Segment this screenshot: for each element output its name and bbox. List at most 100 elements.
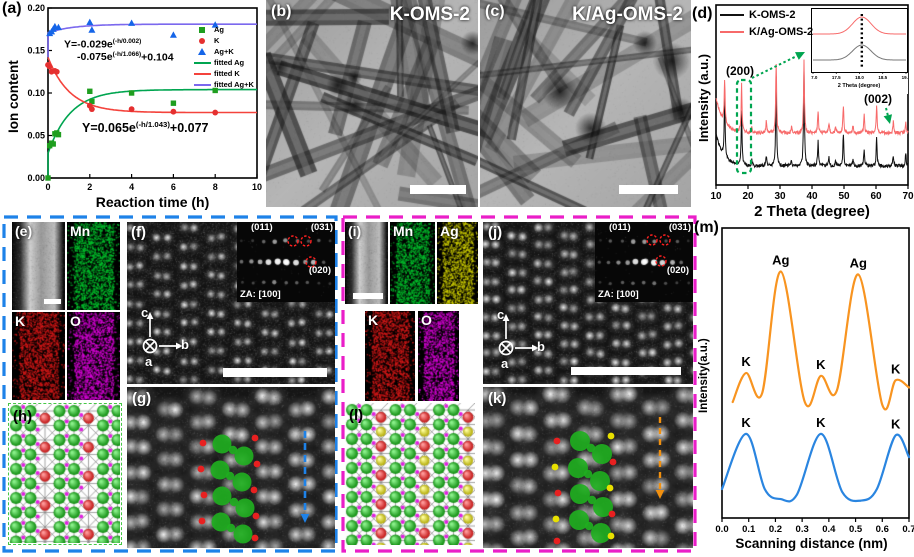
i-k-label: K	[368, 312, 379, 328]
panel-label-f: (f)	[131, 224, 146, 241]
k-atom-overlay	[551, 417, 665, 545]
svg-text:40: 40	[806, 191, 818, 202]
i-mn-eds-map	[390, 222, 435, 304]
d-y-axis-label: Intensity (a.u.)	[696, 53, 711, 142]
scale-bar	[44, 299, 61, 304]
svg-text:0.05: 0.05	[27, 131, 45, 141]
eq-sup: (-h/1.043)	[135, 120, 170, 129]
panel-label-a: (a)	[2, 0, 22, 17]
panel-label-h: (h)	[13, 408, 33, 425]
i-k-eds-map	[365, 311, 415, 401]
eq-text: Y=0.065e	[82, 121, 136, 136]
svg-text:18.0: 18.0	[855, 75, 864, 80]
panel-l-structure-model: (l)	[345, 403, 475, 545]
svg-text:0.5: 0.5	[849, 524, 863, 535]
panel-label-j: (j)	[488, 224, 503, 241]
blue-dashed-border	[2, 215, 338, 553]
svg-text:0.20: 0.20	[27, 3, 45, 13]
svg-text:6: 6	[171, 182, 176, 192]
panel-label-l: (l)	[349, 407, 364, 424]
panel-h-structure-model: (h)	[8, 403, 122, 545]
panel-label-i: (i)	[348, 223, 362, 239]
i-ag-label: Ag	[440, 223, 459, 239]
scale-bar	[619, 185, 678, 194]
xrd-inset-chart: 17.0 17.5 18.0 18.5 19.0 2 Theta (degree)	[811, 8, 908, 94]
fft-label-011: (011)	[609, 222, 631, 233]
xrd-200-annotation: (200)	[726, 64, 755, 78]
a-x-axis-label: Reaction time (h)	[95, 194, 210, 210]
svg-text:0.0: 0.0	[715, 524, 728, 535]
tem-image-k-oms2	[266, 0, 478, 207]
line-profile-chart: 0.0 0.1 0.2 0.3 0.4 0.5 0.6 0.7 K Ag K Ag K K K K	[715, 227, 914, 535]
eq-text: -0.075e	[77, 51, 113, 63]
axes-arrows-icon	[142, 312, 183, 354]
axis-a-label: a	[145, 354, 153, 369]
e-mn-eds-map	[67, 222, 120, 310]
fft-label-011: (011)	[251, 222, 273, 233]
svg-text:30: 30	[774, 191, 786, 202]
svg-text:0: 0	[45, 182, 50, 192]
svg-text:8: 8	[213, 182, 218, 192]
panel-label-b: (b)	[271, 3, 292, 20]
m-x-axis-label: Scanning distance (nm)	[735, 536, 888, 551]
svg-text:10: 10	[710, 191, 722, 202]
axis-c-label: c	[141, 305, 149, 320]
svg-text:0.4: 0.4	[822, 524, 836, 535]
svg-text:Ag: Ag	[850, 255, 867, 270]
g-stem-lattice-image	[127, 387, 335, 548]
svg-text:60: 60	[870, 191, 882, 202]
fft-label-020: (020)	[308, 265, 331, 276]
svg-text:2: 2	[87, 182, 92, 192]
e-o-eds-map	[67, 312, 120, 400]
i-mn-label: Mn	[393, 223, 414, 239]
panel-g-stem-overlay: (g)	[127, 387, 335, 548]
e-mn-label: Mn	[70, 223, 91, 239]
svg-text:K: K	[891, 416, 901, 431]
fit-equation-k: Y=0.065e(-h/1.043)+0.077	[82, 120, 209, 135]
i-ag-eds-map	[437, 222, 478, 304]
svg-text:Ag: Ag	[772, 253, 789, 268]
e-o-label: O	[70, 313, 81, 329]
e-k-eds-map	[12, 312, 65, 400]
svg-text:0.15: 0.15	[27, 46, 45, 56]
panel-label-c: (c)	[485, 3, 505, 20]
panel-m-line-profile-chart: 0.0 0.1 0.2 0.3 0.4 0.5 0.6 0.7 K Ag K Ag K K K K (m) I…	[692, 218, 914, 557]
svg-text:17.5: 17.5	[832, 75, 841, 80]
panel-k-stem-overlay: (k)	[483, 387, 693, 548]
svg-text:0.1: 0.1	[742, 524, 756, 535]
svg-text:0.7: 0.7	[902, 524, 914, 535]
panel-j-haadf-stem: (j) (011) (031) (020) ZA: [100]	[483, 222, 693, 384]
m-y-axis-label: Intensity(a.u.)	[698, 338, 710, 413]
panel-d-xrd-chart: 10 20 30 40 50 60 70 17.0 17.5 18.0 18.5 19.0 2 The…	[692, 0, 914, 228]
svg-text:K: K	[741, 415, 751, 430]
e-k-label: K	[15, 313, 26, 329]
fft-zone-axis-label: ZA: [100]	[598, 288, 639, 300]
i-o-eds-map	[418, 311, 459, 401]
panel-a-ion-content-chart: 0.00 0.05 0.10 0.15 0.20 0 2 4 6 8 10 (a) Ion cont…	[0, 0, 263, 225]
kag-oms2-stem-group: (i) Mn Ag K O (j) (011) (031) (020) ZA: …	[341, 215, 697, 553]
svg-text:18.5: 18.5	[878, 75, 887, 80]
fit-equation-agk: Y=-0.029e(-h/0.002) -0.075e(-h/1.066)+0.…	[64, 38, 174, 63]
l-atomic-model	[345, 403, 475, 545]
fft-label-031: (031)	[310, 222, 333, 233]
svg-text:70: 70	[902, 191, 914, 202]
d-legend-item: K-OMS-2	[720, 6, 813, 23]
a-legend-item: fitted Ag	[193, 57, 254, 68]
scale-bar	[223, 368, 327, 377]
svg-text:50: 50	[838, 191, 850, 202]
svg-text:0.3: 0.3	[796, 524, 809, 535]
panel-c-tem-kag-oms2: (c) K/Ag-OMS-2	[480, 0, 691, 207]
scale-bar	[410, 185, 466, 194]
i-haadf-rod-image	[345, 222, 388, 304]
a-legend-item: fitted Ag+K	[193, 79, 254, 90]
a-legend-item: K	[193, 35, 254, 46]
svg-text:0.2: 0.2	[769, 524, 782, 535]
ion-content-chart: 0.00 0.05 0.10 0.15 0.20 0 2 4 6 8 10	[27, 3, 262, 192]
d-legend-item: K/Ag-OMS-2	[720, 23, 813, 40]
svg-text:0.00: 0.00	[27, 173, 45, 183]
e-haadf-rod-image	[12, 222, 65, 310]
axes-arrows-icon	[498, 314, 539, 356]
fft-pattern	[237, 222, 335, 302]
panel-label-m: (m)	[694, 219, 719, 236]
d-x-axis-label: 2 Theta (degree)	[754, 203, 870, 220]
